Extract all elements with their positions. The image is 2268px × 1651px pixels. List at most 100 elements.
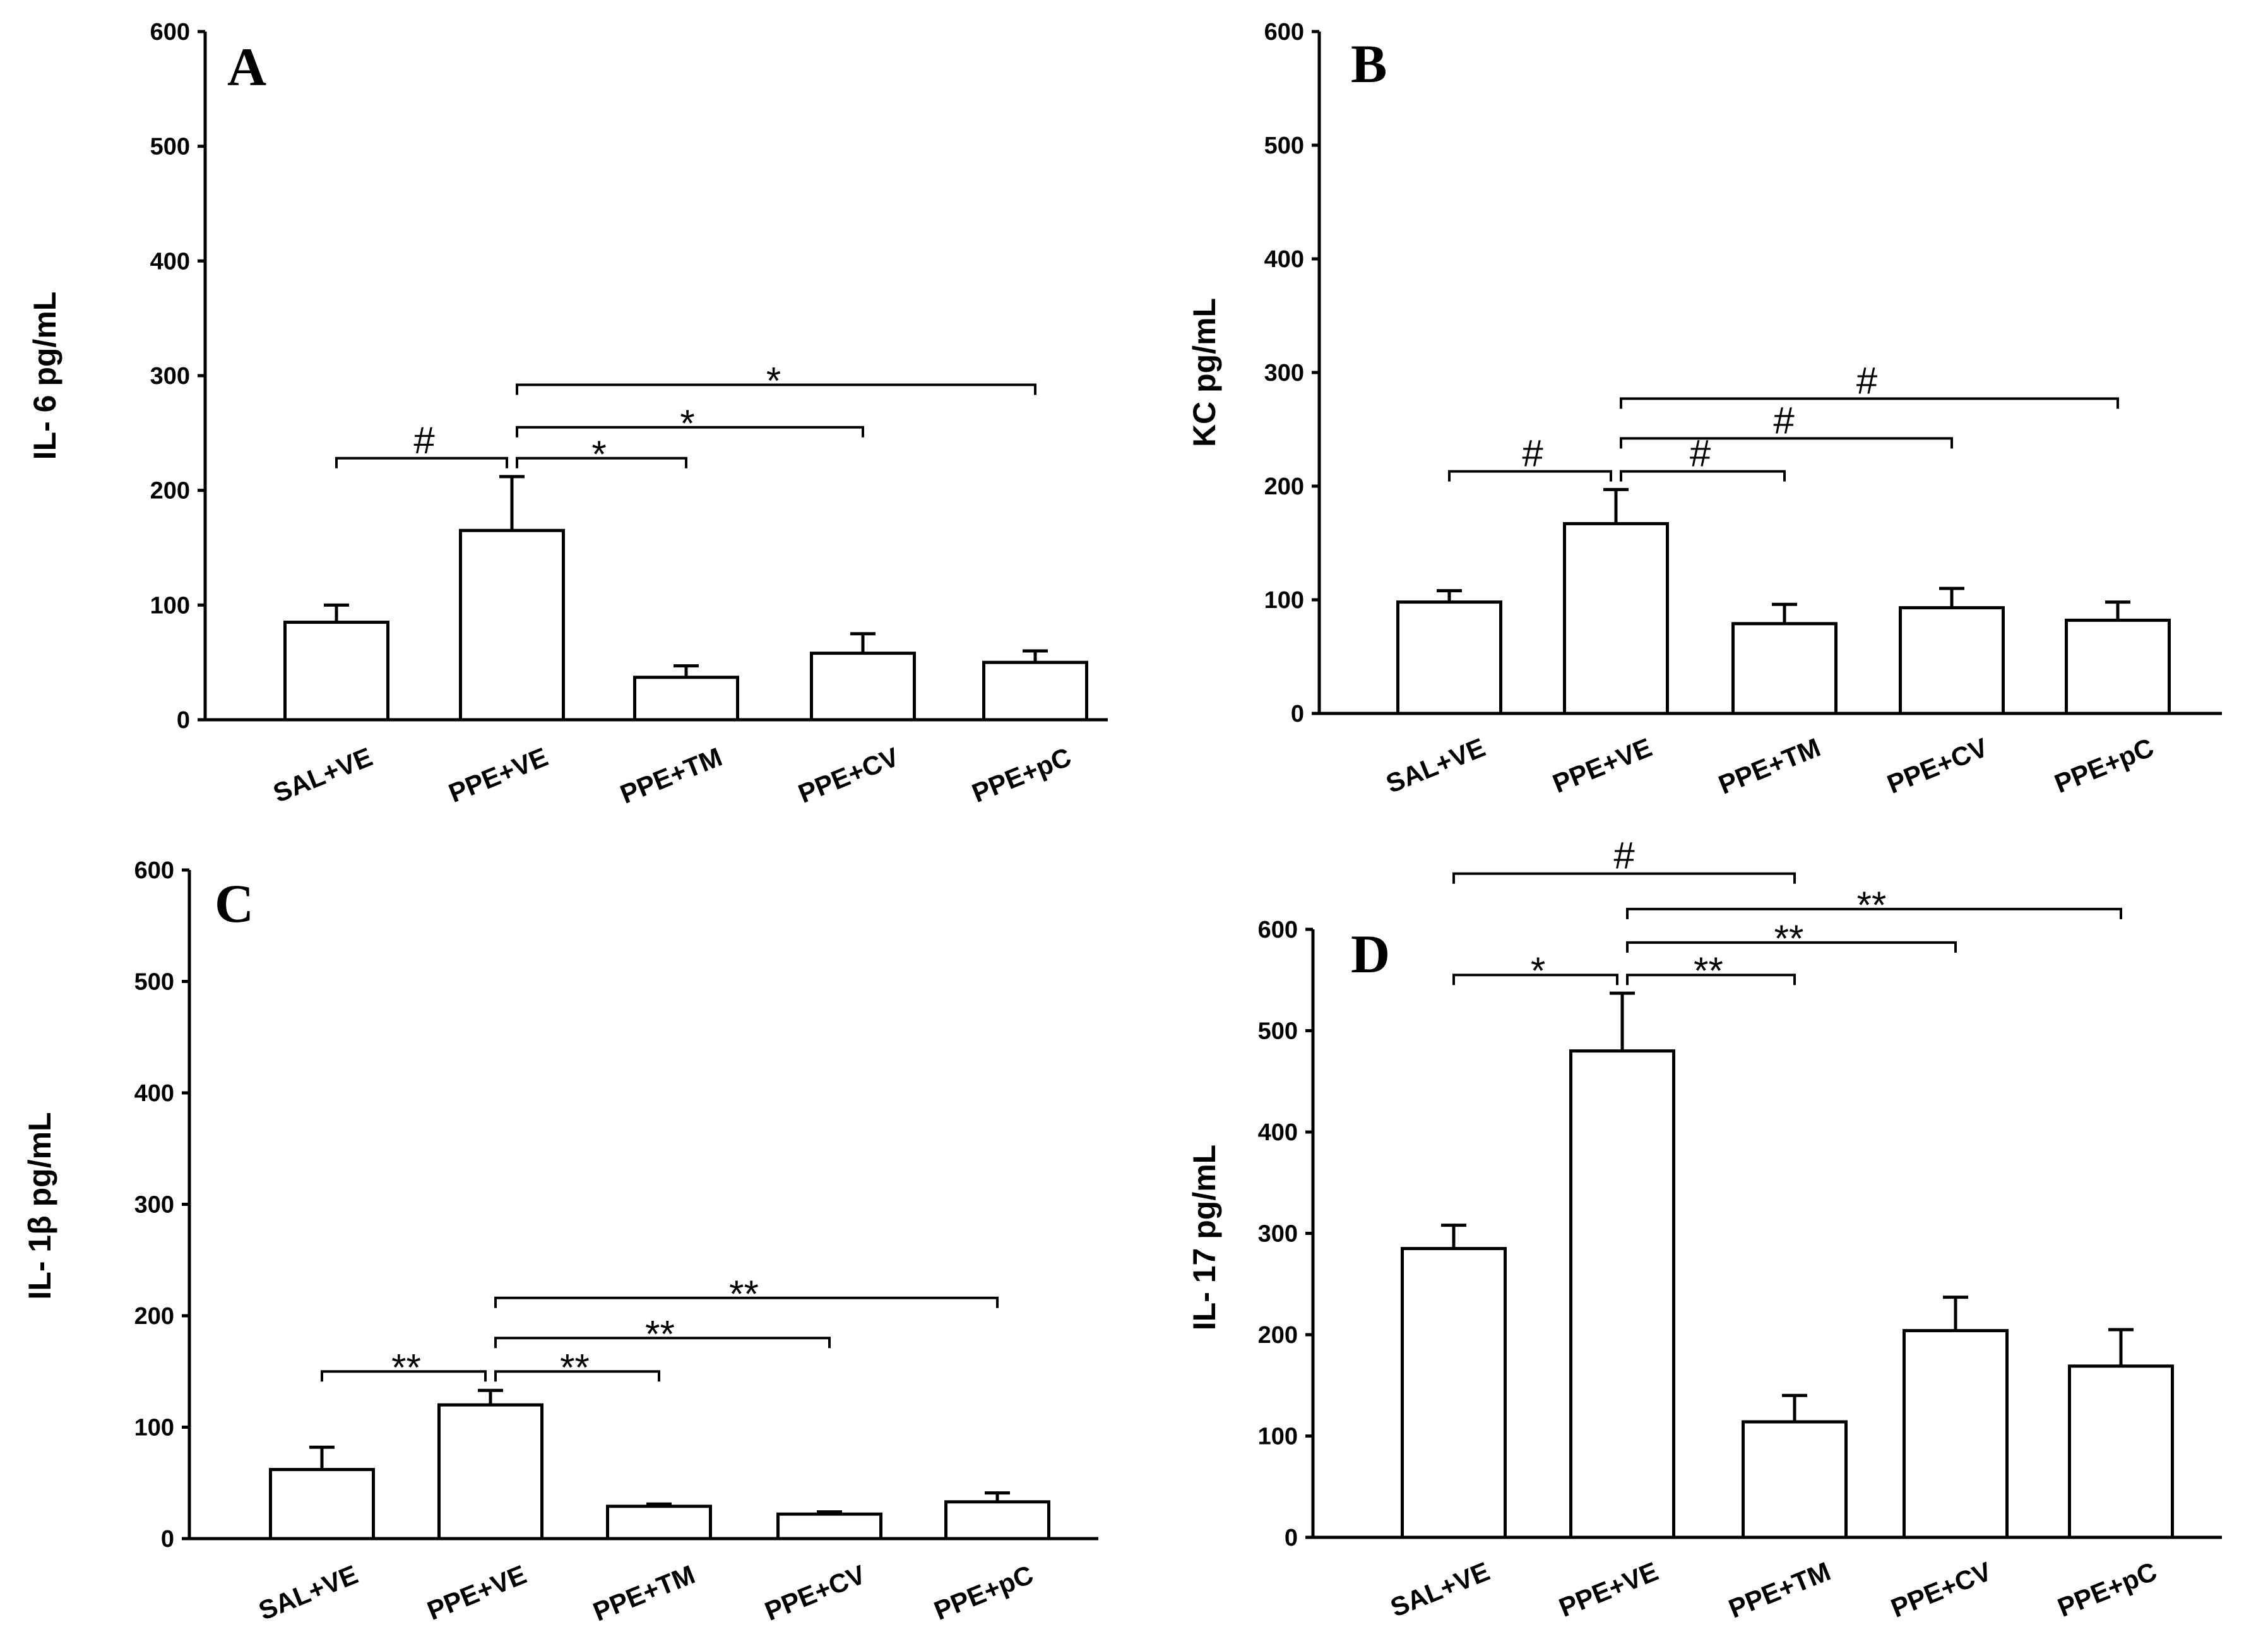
y-tick-label: 500	[1258, 1018, 1298, 1045]
y-tick-label: 300	[1258, 1221, 1298, 1248]
y-tick-label: 600	[1264, 19, 1304, 45]
y-tick-label: 400	[134, 1080, 174, 1107]
significance-bracket	[516, 383, 1036, 395]
significance-label: **	[1857, 884, 1887, 926]
y-tick-label: 0	[1285, 1525, 1298, 1551]
y-tick-label: 500	[134, 969, 174, 996]
category-label: SAL+VE	[254, 1559, 362, 1626]
significance-bracket	[1626, 907, 2122, 919]
y-axis-label: KC pg/mL	[1187, 298, 1222, 447]
y-tick-label: 400	[1264, 246, 1304, 273]
y-tick-label: 500	[1264, 133, 1304, 159]
significance-label: **	[560, 1346, 590, 1388]
significance-bracket	[1620, 397, 2119, 409]
bar	[459, 528, 565, 722]
y-tick-label: 400	[1258, 1119, 1298, 1146]
bar	[269, 1468, 375, 1541]
bar	[1899, 606, 2005, 715]
y-tick-label: 200	[1258, 1322, 1298, 1349]
category-label: PPE+VE	[423, 1559, 530, 1626]
panel-label: C	[215, 873, 254, 934]
bar	[1401, 1247, 1507, 1539]
y-tick-label: 300	[1264, 360, 1304, 386]
bar	[810, 652, 916, 722]
y-tick-label: 600	[134, 857, 174, 884]
category-label: PPE+TM	[1714, 732, 1825, 800]
bar	[776, 1512, 882, 1541]
significance-label: *	[766, 360, 781, 402]
y-tick-label: 200	[134, 1303, 174, 1330]
category-label: PPE+pC	[930, 1559, 1037, 1626]
bar	[1563, 522, 1669, 715]
bar	[633, 676, 739, 722]
significance-label: #	[1773, 399, 1795, 441]
significance-label: #	[1613, 835, 1635, 877]
significance-bracket	[1626, 941, 1957, 953]
y-tick-label: 0	[1291, 701, 1304, 727]
bar	[1742, 1420, 1848, 1539]
y-tick-label: 100	[150, 592, 190, 619]
bar	[982, 660, 1088, 722]
category-label: PPE+pC	[2050, 732, 2158, 799]
y-tick-label: 600	[1258, 917, 1298, 943]
category-label: PPE+pC	[2053, 1556, 2161, 1623]
y-tick-label: 300	[134, 1192, 174, 1219]
panel-b: 0 100 200 300 400 500 600 KC pg/mL B SAL+VE PPE+VE…	[1187, 19, 2222, 800]
y-tick-label: 400	[150, 248, 190, 275]
significance-bracket	[1620, 470, 1786, 482]
category-label: SAL+VE	[1382, 732, 1489, 799]
significance-label: *	[680, 402, 694, 444]
significance-label: *	[591, 433, 606, 475]
panel-label: A	[227, 37, 266, 97]
y-tick-label: 200	[1264, 474, 1304, 500]
category-label: PPE+VE	[1555, 1556, 1662, 1623]
significance-bracket	[494, 1337, 831, 1349]
bar	[2065, 618, 2171, 715]
category-label: PPE+CV	[1883, 732, 1992, 799]
significance-bracket	[516, 456, 687, 468]
significance-label: *	[1531, 950, 1545, 992]
y-tick-label: 500	[150, 134, 190, 160]
category-label: PPE+CV	[794, 742, 903, 809]
y-tick-label: 100	[1264, 587, 1304, 614]
y-tick-label: 0	[161, 1526, 174, 1553]
significance-label: **	[1694, 950, 1723, 992]
significance-bracket	[321, 1370, 487, 1382]
significance-bracket	[516, 426, 864, 438]
significance-bracket	[1620, 437, 1953, 449]
significance-label: **	[729, 1273, 759, 1315]
significance-label: **	[391, 1346, 421, 1388]
panel-c: 0 100 200 300 400 500 600 IL- 1β pg/mL C SAL+VE PP…	[22, 857, 1098, 1627]
panel-d: 0 100 200 300 400 500 600 IL- 17 pg/mL D SAL+VE PP…	[1187, 835, 2222, 1624]
significance-bracket	[1626, 974, 1796, 986]
bar	[944, 1500, 1050, 1541]
panel-label: B	[1351, 33, 1387, 94]
category-label: PPE+CV	[761, 1559, 869, 1626]
bar	[1731, 622, 1838, 715]
significance-bracket	[494, 1296, 999, 1308]
significance-bracket	[1452, 974, 1618, 986]
category-label: SAL+VE	[269, 742, 376, 808]
significance-label: #	[1522, 432, 1543, 475]
y-tick-label: 600	[150, 19, 190, 45]
significance-label: #	[413, 419, 435, 462]
bar	[606, 1505, 712, 1541]
category-label: PPE+VE	[1548, 732, 1656, 799]
y-tick-label: 100	[1258, 1424, 1298, 1450]
y-tick-label: 0	[177, 707, 190, 734]
y-tick-label: 300	[150, 363, 190, 390]
bar	[1569, 1049, 1675, 1539]
category-label: PPE+TM	[1725, 1556, 1835, 1624]
category-label: PPE+TM	[616, 742, 727, 809]
category-label: PPE+CV	[1887, 1556, 1995, 1623]
significance-bracket	[335, 456, 508, 468]
panel-a: 0 100 200 300 400 500 600 IL- 6 pg/mL A SAL+VE PPE…	[27, 19, 1108, 809]
significance-bracket	[1448, 470, 1612, 482]
bar	[2068, 1364, 2174, 1539]
significance-bracket	[494, 1370, 660, 1382]
significance-label: **	[1774, 917, 1804, 960]
bar	[437, 1403, 543, 1541]
y-tick-label: 100	[134, 1415, 174, 1441]
y-tick-label: 200	[150, 478, 190, 504]
